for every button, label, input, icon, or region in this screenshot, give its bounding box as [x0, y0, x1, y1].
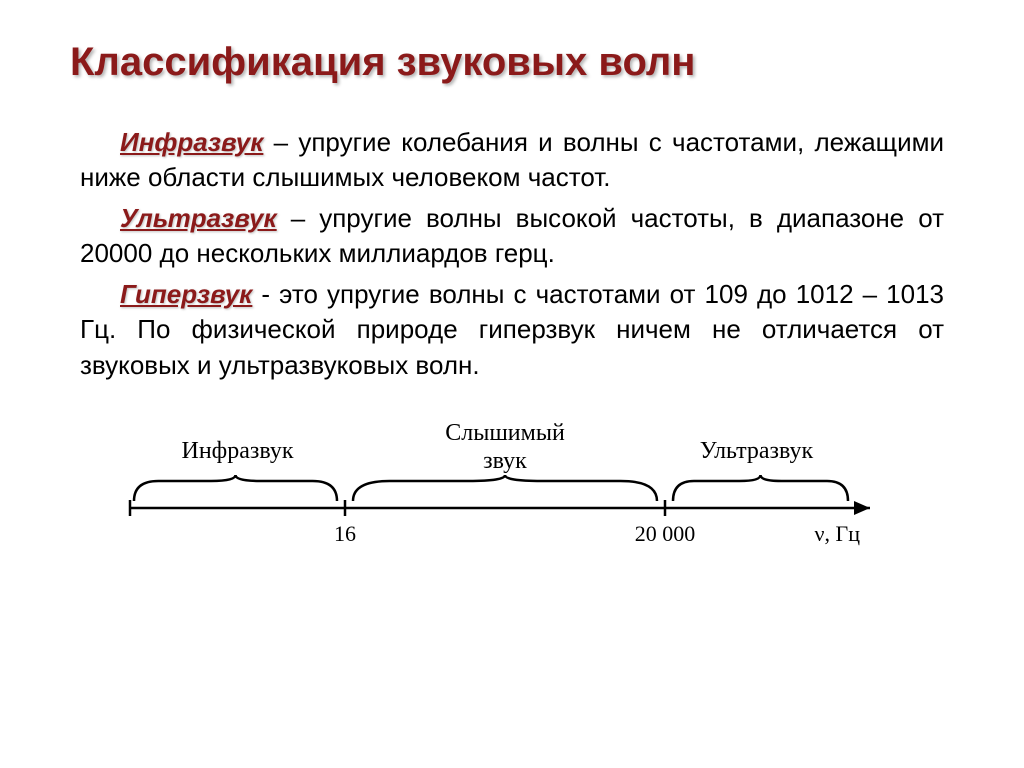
content-block: Инфразвук – упругие колебания и волны с …	[50, 125, 974, 383]
frequency-diagram: Инфразвук Слышимыйзвук Ультразвук 16 20 000 ν…	[50, 413, 974, 563]
definition-hypersound: Гиперзвук - это упругие волны с частотам…	[80, 277, 944, 382]
svg-text:20 000: 20 000	[635, 521, 696, 546]
frequency-axis-svg: Инфразвук Слышимыйзвук Ультразвук 16 20 000 ν…	[90, 413, 910, 563]
svg-text:16: 16	[334, 521, 356, 546]
term-ultrasound: Ультразвук	[120, 203, 277, 233]
svg-text:Инфразвук: Инфразвук	[181, 438, 293, 464]
term-infrasound: Инфразвук	[120, 127, 263, 157]
svg-text:звук: звук	[483, 448, 527, 474]
definition-ultrasound: Ультразвук – упругие волны высокой часто…	[80, 201, 944, 271]
definition-infrasound: Инфразвук – упругие колебания и волны с …	[80, 125, 944, 195]
svg-text:Ультразвук: Ультразвук	[700, 438, 814, 464]
term-hypersound: Гиперзвук	[120, 279, 252, 309]
svg-text:Слышимый: Слышимый	[445, 420, 565, 446]
svg-text:ν, Гц: ν, Гц	[815, 521, 861, 546]
page-title: Классификация звуковых волн	[50, 40, 974, 85]
